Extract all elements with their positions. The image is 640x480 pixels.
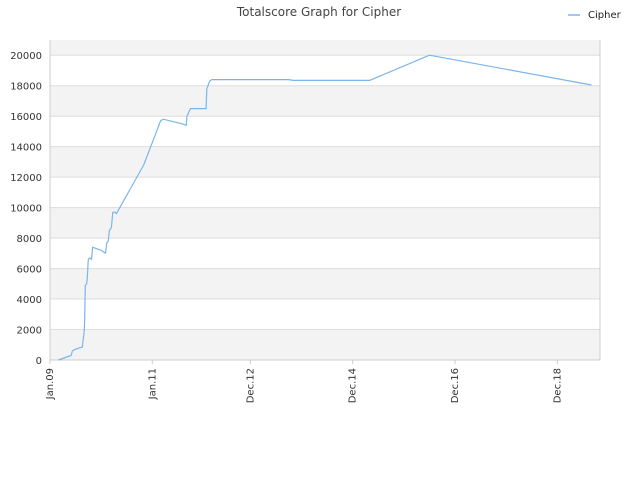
y-tick-label: 10000 [10,204,42,215]
y-tick-label: 0 [36,356,42,367]
y-tick-label: 20000 [10,51,42,62]
plot-band [50,40,600,56]
series-line-cipher [58,54,592,361]
plot-bands [50,40,600,360]
x-tick-label: Jan.11 [147,368,158,400]
y-tick-label: 16000 [10,112,42,123]
x-tick-label: Dec.12 [245,368,256,403]
y-axis-ticks: 0 2000 4000 6000 8000 10000 12000 14000 16000 180… [10,51,42,367]
plot-band [50,85,600,117]
series-group [58,54,592,361]
plot-band [50,268,600,300]
plot-band [50,329,600,360]
plot-band [50,207,600,239]
x-tick-label: Dec.16 [450,368,461,403]
y-tick-label: 4000 [17,295,42,306]
x-tick-label: Jan.09 [45,368,56,400]
y-tick-label: 2000 [17,326,42,337]
x-tick-label: Dec.18 [552,368,563,403]
chart-title: Totalscore Graph for Cipher [236,5,401,19]
plot-band [50,146,600,178]
legend[interactable]: Cipher [568,10,622,21]
x-tick-label: Dec.14 [348,368,359,403]
x-axis-ticks: Jan.09 Jan.11 Dec.12 Dec.14 Dec.16 Dec.18 [45,360,563,403]
y-tick-label: 6000 [17,265,42,276]
y-tick-label: 12000 [10,173,42,184]
legend-label-cipher: Cipher [588,10,622,21]
y-tick-label: 18000 [10,82,42,93]
y-tick-label: 14000 [10,143,42,154]
axes [49,40,601,361]
y-tick-label: 8000 [17,234,42,245]
